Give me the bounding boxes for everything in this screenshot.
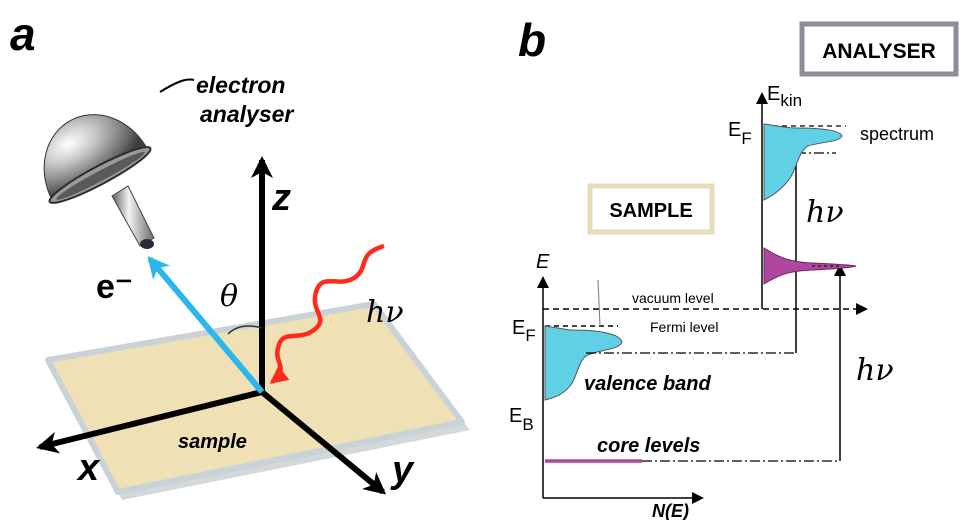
ef-sample-label: EF (512, 317, 536, 345)
sample-box (587, 183, 715, 235)
sample-plate (45, 301, 470, 500)
y-axis (260, 389, 387, 495)
spectrum-valence-peak (763, 123, 843, 201)
z-axis-label: z (271, 177, 291, 219)
photon-label-a: hν (366, 295, 404, 330)
analyser-leader-line (159, 78, 195, 93)
analyser-box-label: ANALYSER (822, 40, 936, 63)
photon-label-lower: hν (856, 353, 894, 388)
density-axis-label: N(E) (652, 501, 689, 520)
eb-label: EB (509, 405, 534, 434)
analyser-label-line2: analyser (200, 101, 294, 127)
spectrum-core-peak (763, 247, 857, 285)
analyser-label-line1: electron (196, 72, 285, 98)
ekin-axis-label: Ekin (767, 83, 802, 110)
theta-arc (227, 325, 263, 335)
x-axis (36, 389, 263, 454)
panel-b: b ANALYSER SAMPLE E N(E) vacuum level Fe… (509, 14, 959, 520)
valence-band-label: valence band (584, 373, 712, 395)
panel-b-letter: b (518, 14, 546, 66)
analyser-icon (43, 114, 155, 249)
panel-a-letter: a (10, 8, 36, 60)
fermi-level-label: Fermi level (650, 319, 718, 335)
photon-label-upper: hν (806, 195, 844, 230)
fermi-leader-line (597, 279, 601, 327)
electron-label: e⁻ (96, 268, 133, 306)
sample-box-label: SAMPLE (609, 200, 692, 222)
vacuum-level-label: vacuum level (632, 290, 714, 306)
sample-energy-axis-label: E (536, 251, 550, 273)
spectrum-label: spectrum (860, 124, 934, 144)
photon-wave (269, 243, 385, 384)
theta-label: θ (220, 279, 238, 314)
sample-label: sample (178, 431, 247, 453)
core-levels-label: core levels (597, 435, 700, 457)
y-axis-label: y (390, 449, 415, 491)
valence-band-shape (544, 325, 623, 401)
electron-arrow (147, 255, 265, 394)
panel-a: a sample z x y e⁻ θ hν (10, 8, 470, 500)
x-axis-label: x (76, 447, 101, 489)
analyser-box (799, 21, 959, 77)
ef-analyser-label: EF (728, 119, 752, 148)
